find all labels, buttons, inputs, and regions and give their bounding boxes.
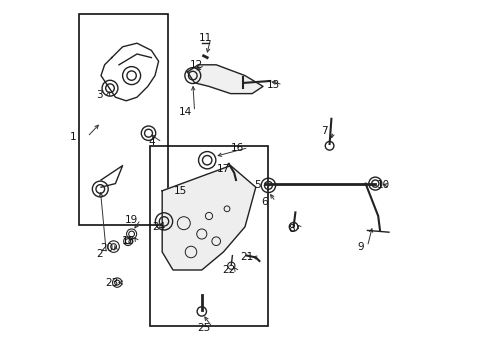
Text: 20: 20 (100, 243, 113, 253)
Text: 3: 3 (96, 90, 102, 100)
Text: 11: 11 (199, 33, 212, 43)
Text: 22: 22 (222, 265, 235, 275)
Text: 6: 6 (262, 197, 268, 207)
Text: 7: 7 (321, 126, 327, 136)
Text: 13: 13 (267, 80, 280, 90)
Text: 17: 17 (217, 164, 230, 174)
Text: 19: 19 (125, 215, 138, 225)
Text: 2: 2 (96, 249, 102, 259)
Text: 14: 14 (179, 107, 192, 117)
Text: 23: 23 (105, 278, 119, 288)
Text: 8: 8 (289, 224, 295, 234)
Text: 9: 9 (357, 242, 364, 252)
Text: 16: 16 (231, 143, 245, 153)
Text: 1: 1 (70, 132, 76, 142)
Text: 10: 10 (377, 180, 390, 190)
Text: 15: 15 (173, 186, 187, 196)
Text: 18: 18 (122, 236, 135, 246)
Text: 24: 24 (152, 222, 165, 232)
Text: 12: 12 (190, 60, 203, 70)
Text: 4: 4 (148, 137, 155, 147)
Text: 5: 5 (254, 180, 261, 190)
Bar (79, 14, 168, 225)
Polygon shape (187, 65, 263, 94)
Text: 25: 25 (197, 323, 210, 333)
Polygon shape (162, 166, 256, 270)
Text: 21: 21 (240, 252, 253, 262)
Bar (149, 146, 269, 326)
